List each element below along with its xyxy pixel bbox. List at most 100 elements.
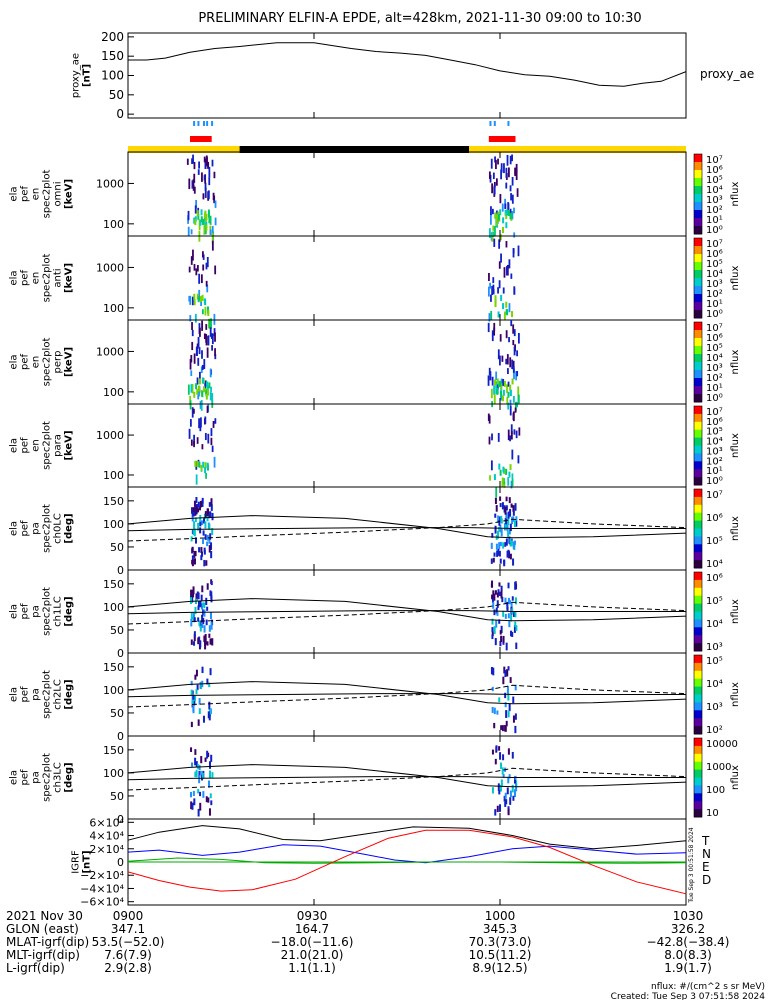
spec_omni-burst-1-cell [513, 207, 515, 214]
spec_perp-burst-0-core [206, 381, 209, 388]
pa_ch0-burst-1-cell [513, 520, 516, 528]
pa_ch3-burst-1-cell [504, 792, 507, 799]
spec_para-colorbar-tick-label: 10⁷ [706, 407, 723, 418]
spec_para-burst-1-cell [491, 433, 493, 441]
pa_ch3-burst-0-cell [190, 792, 193, 798]
spec_omni-burst-1-cell [491, 231, 494, 242]
pa_ch2-colorbar-swatch [694, 670, 702, 680]
spec_anti-burst-1-cell [492, 277, 495, 284]
pa_ch3-anti-loss-cone-line [127, 767, 687, 791]
pa_ch0-burst-0-cell [191, 555, 194, 562]
spec_omni-burst-0-cell [207, 161, 210, 169]
pa_ch0-burst-0-cell [199, 500, 202, 508]
ylabel-line: en [31, 272, 42, 285]
spec_perp-burst-0-cell [214, 332, 216, 342]
spec_perp-colorbar-tick-label: 10⁷ [706, 323, 723, 334]
pa_ch0-burst-0-cell [201, 538, 204, 545]
pa_ch0-burst-0-cell [199, 521, 202, 527]
spec_perp-burst-1-cell [505, 358, 508, 365]
spec_anti-burst-0-cell [202, 251, 204, 258]
spec_anti-burst-1-core [511, 311, 514, 318]
pa_ch0-colorbar-swatch [694, 544, 702, 553]
spec_perp-burst-0-cell [205, 324, 208, 330]
spec_para-burst-1-cell [497, 432, 500, 442]
pa_ch1-colorbar-swatch [694, 595, 702, 605]
spec_omni-burst-0-core [200, 216, 203, 223]
spec_anti-burst-0-cell [207, 318, 210, 329]
pa_ch2-colorbar-swatch [694, 718, 702, 727]
spec_perp-burst-0-cell [206, 347, 209, 358]
spec_omni-burst-0-cell [191, 158, 193, 164]
pa_ch3-burst-0-cell [193, 798, 196, 806]
spec_omni-colorbar-swatch [694, 186, 702, 195]
spec_para-burst-1-cell [501, 480, 504, 487]
pa_ch2-colorbar-tick-label: 10⁵ [706, 656, 723, 667]
pa_ch1-burst-1-cell [515, 642, 518, 650]
spec_perp-burst-0-core [205, 393, 208, 400]
pa_ch0-burst-0-cell [207, 511, 210, 519]
spec_omni-burst-0-cell [197, 169, 200, 175]
spec_perp-burst-1-cell [511, 359, 514, 370]
spec_anti-colorbar-swatch [694, 246, 702, 255]
footer-created: Created: Tue Sep 3 07:51:58 2024 [611, 992, 766, 1000]
pa_ch1-colorbar-tick-label: 10³ [706, 642, 723, 653]
spec_omni-burst-1-cell [499, 194, 502, 204]
pa_ch0-burst-1-cell [507, 549, 510, 558]
pa_ch1-burst-0-cell [190, 596, 193, 605]
pa_ch1-burst-0-cell [204, 633, 207, 640]
ephemeris-cell: 164.7 [295, 922, 329, 936]
pa_ch1-burst-1-cell [512, 612, 515, 617]
spec_omni-colorbar-tick-label: 10⁷ [706, 155, 723, 166]
spec_perp-colorbar-swatch [694, 378, 702, 387]
pa_ch1-burst-1-cell [502, 635, 505, 643]
pa_ch2-burst-0-cell [208, 682, 211, 688]
spec_para-burst-1-cell [510, 480, 513, 489]
pa_ch0-colorbar-swatch [694, 504, 702, 514]
spec_omni-burst-1-cell [501, 203, 504, 212]
ylabel-line: [deg] [64, 762, 75, 792]
igrf-ytick-label: −4×10⁴ [80, 882, 124, 895]
spec_para-burst-1-cell [515, 430, 518, 439]
pa_ch0-burst-1-cell [498, 520, 501, 526]
pa_ch0-burst-0-cell [208, 502, 211, 507]
spec_anti-colorbar-tick-label: 10⁶ [706, 249, 723, 260]
pa_ch0-colorbar-swatch [694, 536, 702, 545]
pa_ch0-burst-1-cell [495, 543, 498, 550]
pa_ch2-ytick-label: 150 [103, 661, 124, 674]
spec_perp-burst-1-core [501, 395, 504, 402]
pa_ch3-perp-line [127, 776, 686, 781]
spec_anti-colorbar-swatch [694, 254, 702, 263]
spec_perp-burst-0-cell [197, 357, 200, 366]
spec_perp-burst-0-cell [198, 347, 201, 355]
pa_ch0-burst-1-cell [494, 513, 497, 518]
ylabel-line: spec2plot [42, 670, 53, 719]
pa_ch0-burst-0-cell [208, 537, 211, 544]
spec_perp-burst-0-cell [203, 333, 206, 340]
pa_ch1-burst-0-cell [192, 616, 195, 623]
pa_ch2-burst-1-cell [507, 710, 510, 718]
spec_omni-burst-1-cell [515, 163, 518, 174]
spec_perp-burst-1-cell [507, 381, 510, 387]
pa_ch0-burst-1-cell [509, 538, 512, 544]
pa_ch3-burst-1-cell [509, 790, 512, 798]
pa_ch3-colorbar-tick-label: 10 [706, 808, 719, 819]
spec_omni-burst-1-cell [499, 234, 502, 241]
spec_anti-burst-0-cell [200, 274, 203, 284]
pa_ch1-perp-line [127, 610, 686, 615]
spec_perp-burst-1-core [495, 388, 498, 395]
pa_ch1-burst-1-cell [491, 618, 494, 625]
spec_para-colorbar-swatch [694, 477, 702, 486]
pa_ch2-burst-0-cell [208, 714, 211, 721]
pa_ch0-burst-1-cell [499, 558, 502, 564]
pa_ch1-burst-0-cell [206, 641, 209, 646]
spec_anti-burst-0-cell [204, 306, 207, 316]
spec_omni-burst-0-cell [205, 155, 208, 166]
pa_ch1-burst-0-cell [196, 591, 199, 598]
spec_omni-burst-0-cell [186, 158, 189, 165]
pa_ch3-burst-1-cell [498, 790, 501, 795]
pa_ch3-burst-1-cell [501, 767, 504, 775]
pa_ch0-burst-0-cell [210, 504, 213, 511]
spec_perp-burst-1-cell [491, 330, 494, 342]
pa_ch3-colorbar-swatch [694, 801, 702, 810]
spec_omni-burst-0-core [196, 210, 199, 217]
